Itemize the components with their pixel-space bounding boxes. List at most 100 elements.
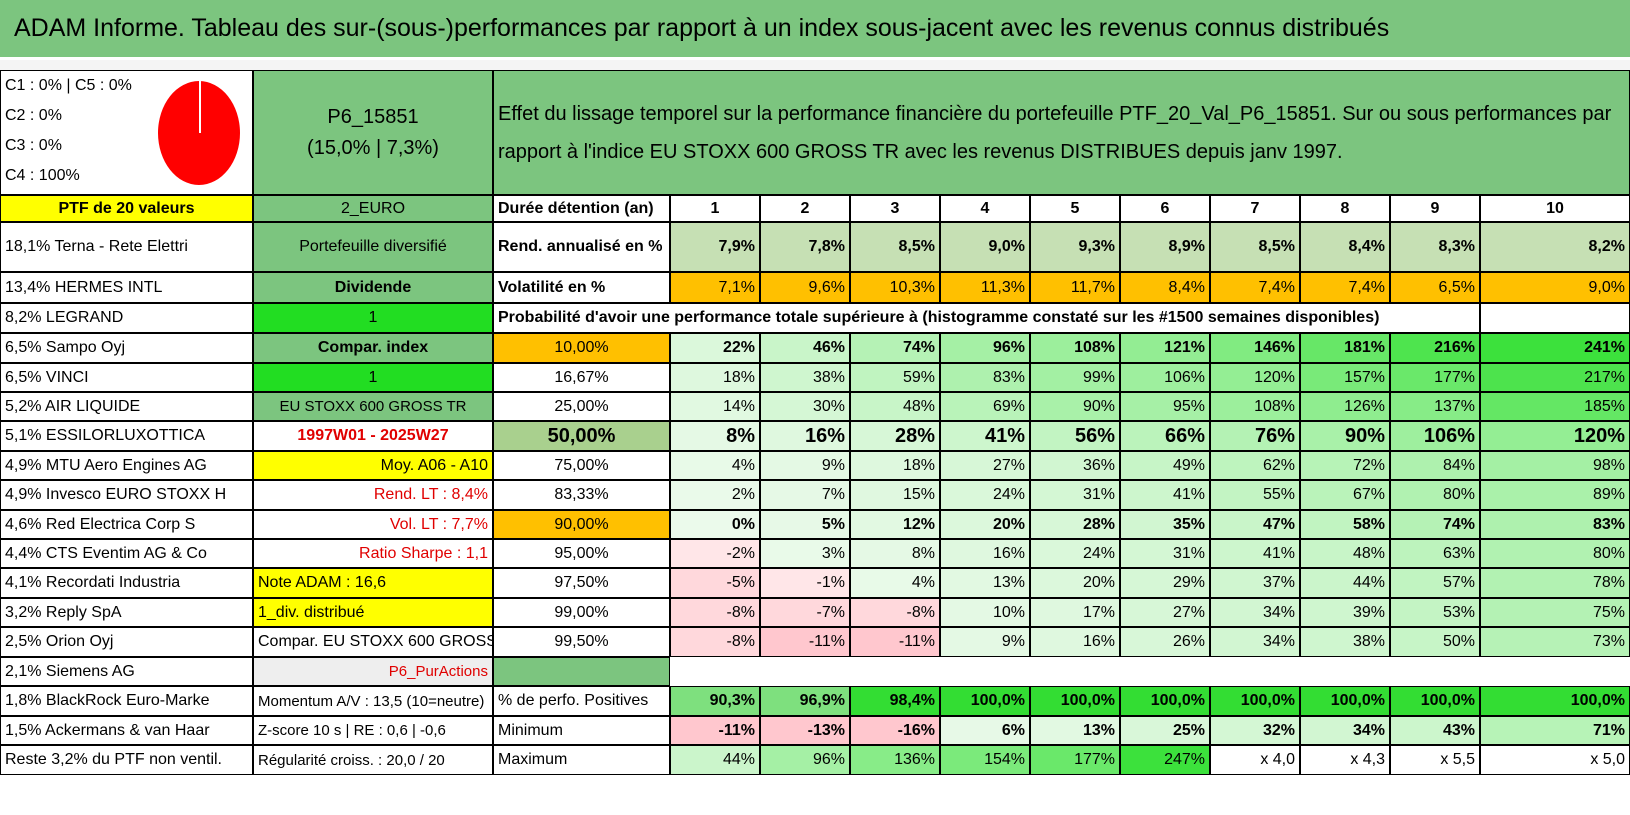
min-value: 13% (1030, 716, 1120, 745)
positive-value: 100,0% (1120, 686, 1210, 716)
probability-value: 28% (850, 421, 940, 451)
probability-value: 55% (1210, 480, 1300, 510)
probability-level: 25,00% (493, 392, 670, 421)
portfolio-code: P6_15851 (327, 105, 419, 128)
probability-value: 177% (1390, 363, 1480, 392)
report-title: ADAM Informe. Tableau des sur-(sous-)per… (14, 14, 1390, 42)
probability-value: 181% (1300, 333, 1390, 363)
probability-value: -5% (670, 568, 760, 598)
probability-value: 216% (1390, 333, 1480, 363)
probability-value: 48% (1300, 539, 1390, 568)
probability-value: -11% (850, 627, 940, 657)
year-header: 1 (670, 195, 760, 222)
positive-value: 100,0% (1300, 686, 1390, 716)
probability-value: 27% (940, 451, 1030, 480)
row-label: Rend. annualisé en % (493, 222, 670, 272)
probability-value: 10% (940, 598, 1030, 627)
holding-label: 2,5% Orion Oyj (0, 627, 253, 657)
probability-value: 9% (760, 451, 850, 480)
probability-value: 90% (1300, 421, 1390, 451)
vol-value: 7,4% (1210, 272, 1300, 303)
info-cell: Compar. EU STOXX 600 GROSS TR (253, 627, 493, 657)
probability-value: 74% (850, 333, 940, 363)
probability-level: 83,33% (493, 480, 670, 510)
info-cell: Régularité croiss. : 20,0 / 20 (253, 745, 493, 775)
probability-level: 97,50% (493, 568, 670, 598)
rend-value: 7,9% (670, 222, 760, 272)
probability-value: 126% (1300, 392, 1390, 421)
probability-value: 96% (940, 333, 1030, 363)
vol-value: 11,7% (1030, 272, 1120, 303)
holding-label: Reste 3,2% du PTF non ventil. (0, 745, 253, 775)
probability-value: 146% (1210, 333, 1300, 363)
probability-value: 5% (760, 510, 850, 539)
holding-label: 2,1% Siemens AG (0, 657, 253, 686)
probability-value: 76% (1210, 421, 1300, 451)
max-value: x 4,0 (1210, 745, 1300, 775)
probability-value: 89% (1480, 480, 1630, 510)
max-value: 177% (1030, 745, 1120, 775)
year-header: 4 (940, 195, 1030, 222)
probability-value: 80% (1390, 480, 1480, 510)
probability-value: -7% (760, 598, 850, 627)
info-cell: Portefeuille diversifié (253, 222, 493, 272)
max-value: 154% (940, 745, 1030, 775)
probability-value: 9% (940, 627, 1030, 657)
rend-value: 8,9% (1120, 222, 1210, 272)
vol-value: 7,4% (1300, 272, 1390, 303)
probability-level: 10,00% (493, 333, 670, 363)
holding-label: 3,2% Reply SpA (0, 598, 253, 627)
probability-value: 22% (670, 333, 760, 363)
probability-value: 8% (670, 421, 760, 451)
probability-value: 185% (1480, 392, 1630, 421)
probability-value: 241% (1480, 333, 1630, 363)
probability-value: 4% (670, 451, 760, 480)
vol-value: 7,1% (670, 272, 760, 303)
probability-value: 73% (1480, 627, 1630, 657)
vol-value: 11,3% (940, 272, 1030, 303)
probability-value: -8% (670, 598, 760, 627)
rend-value: 8,4% (1300, 222, 1390, 272)
info-cell: Moy. A06 - A10 (253, 451, 493, 480)
probability-level: 75,00% (493, 451, 670, 480)
probability-value: 14% (670, 392, 760, 421)
probability-value: 47% (1210, 510, 1300, 539)
min-value: -16% (850, 716, 940, 745)
probability-value: 46% (760, 333, 850, 363)
rend-value: 8,5% (850, 222, 940, 272)
probability-value: 121% (1120, 333, 1210, 363)
probability-value: 49% (1120, 451, 1210, 480)
vol-value: 8,4% (1120, 272, 1210, 303)
probability-value: 95% (1120, 392, 1210, 421)
probability-value: 17% (1030, 598, 1120, 627)
probability-value: -1% (760, 568, 850, 598)
probability-value: 53% (1390, 598, 1480, 627)
probability-value: 30% (760, 392, 850, 421)
probability-value: 39% (1300, 598, 1390, 627)
portfolio-code-box: P6_15851 (15,0% | 7,3%) (253, 70, 493, 195)
probability-value: 16% (940, 539, 1030, 568)
vol-value: 10,3% (850, 272, 940, 303)
probability-value: 99% (1030, 363, 1120, 392)
probability-value: 7% (760, 480, 850, 510)
probability-value: 106% (1120, 363, 1210, 392)
probability-value: 78% (1480, 568, 1630, 598)
probability-value: 74% (1390, 510, 1480, 539)
probability-value: 15% (850, 480, 940, 510)
info-cell: Ratio Sharpe : 1,1 (253, 539, 493, 568)
prob-title: Probabilité d'avoir une performance tota… (493, 303, 1480, 333)
holding-label: 6,5% Sampo Oyj (0, 333, 253, 363)
holding-label: 4,6% Red Electrica Corp S (0, 510, 253, 539)
holding-label: 13,4% HERMES INTL (0, 272, 253, 303)
positive-value: 100,0% (1030, 686, 1120, 716)
class-line: C2 : 0% (5, 107, 62, 124)
positive-value: 100,0% (1390, 686, 1480, 716)
rend-value: 8,5% (1210, 222, 1300, 272)
probability-value: 83% (940, 363, 1030, 392)
probability-value: 62% (1210, 451, 1300, 480)
info-cell: Rend. LT : 8,4% (253, 480, 493, 510)
info-cell: 1 (253, 303, 493, 333)
holding-label: 4,9% MTU Aero Engines AG (0, 451, 253, 480)
probability-value: 41% (940, 421, 1030, 451)
min-value: 71% (1480, 716, 1630, 745)
